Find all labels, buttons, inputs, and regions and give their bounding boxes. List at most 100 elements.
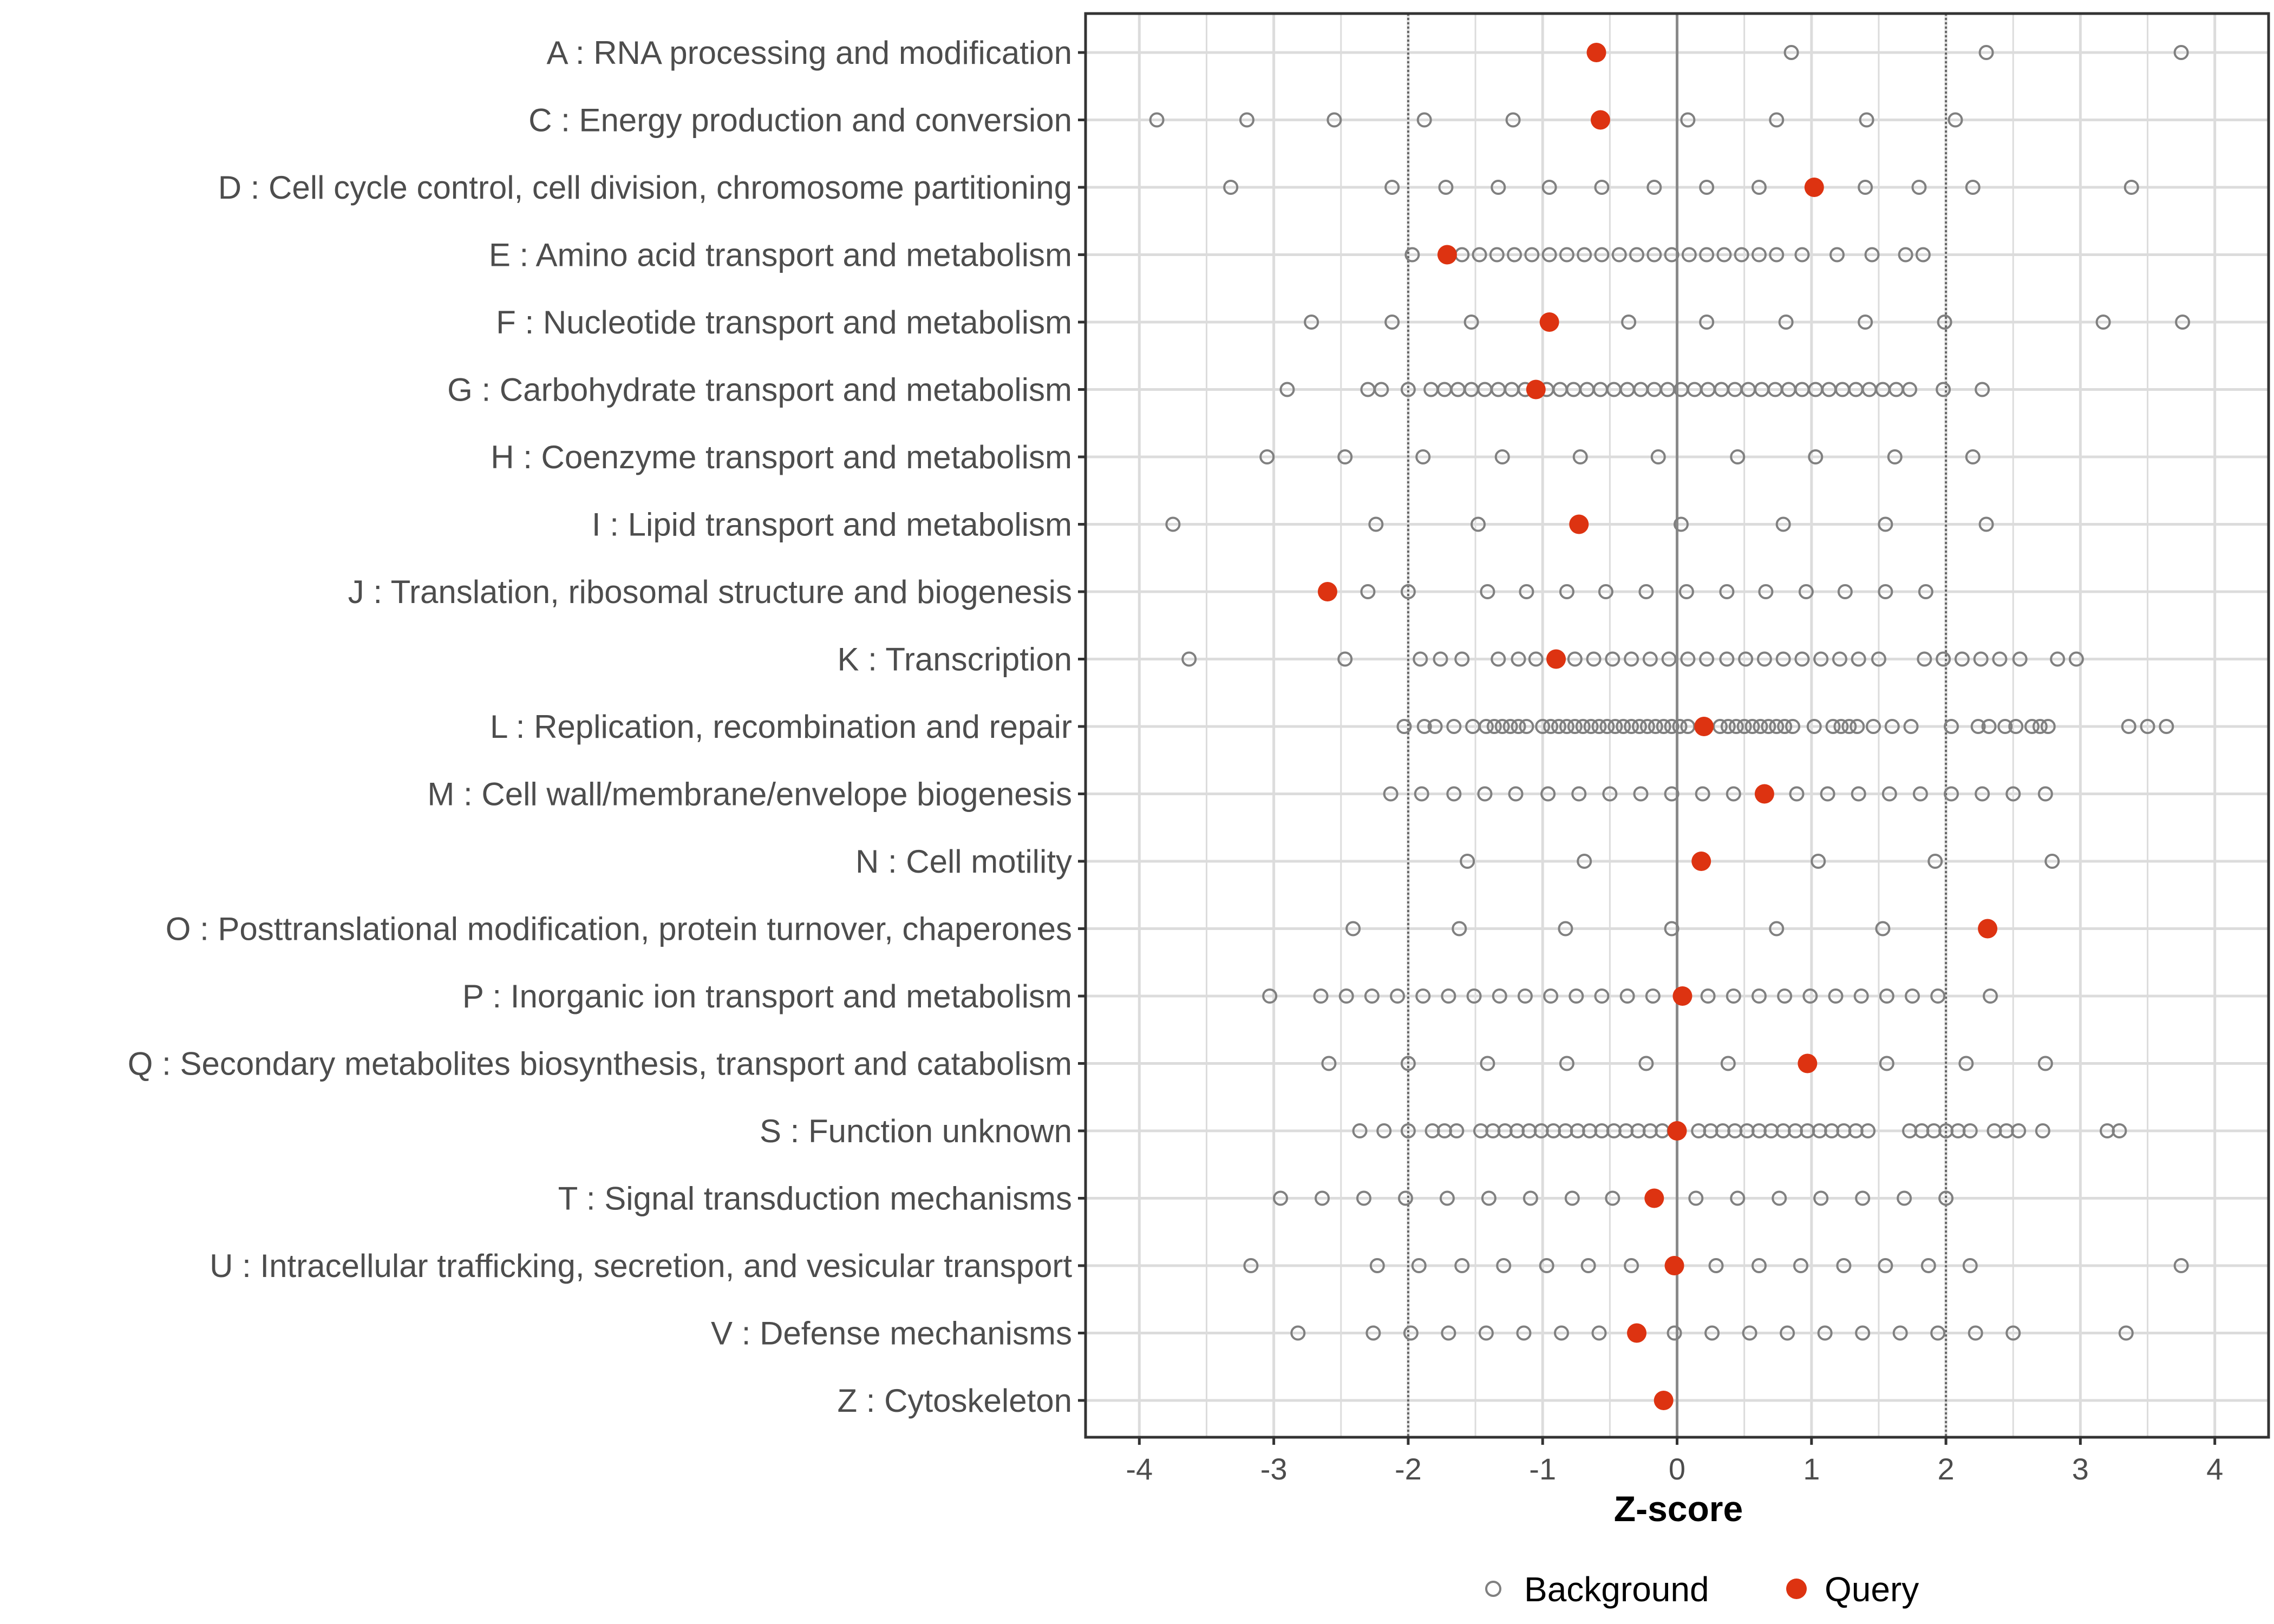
- background-point: [1789, 786, 1805, 802]
- background-point: [2173, 1258, 2189, 1273]
- background-point: [1511, 719, 1526, 734]
- background-point: [1337, 449, 1353, 464]
- background-point: [1594, 247, 1610, 263]
- x-tick-label: -3: [1260, 1452, 1288, 1486]
- background-point: [1751, 180, 1767, 195]
- background-point: [1664, 247, 1680, 263]
- background-point: [1936, 382, 1951, 397]
- background-point: [1769, 247, 1785, 263]
- background-point: [1915, 247, 1931, 263]
- query-point: [1586, 43, 1606, 62]
- background-point: [1813, 1190, 1829, 1206]
- background-point: [1480, 584, 1495, 599]
- background-point: [1783, 45, 1799, 60]
- background-point: [1851, 786, 1866, 802]
- background-point: [1321, 1056, 1337, 1071]
- background-point: [1575, 719, 1591, 734]
- background-point: [1875, 921, 1891, 937]
- legend-background-label: Background: [1524, 1570, 1709, 1609]
- category-label: L : Replication, recombination and repai…: [490, 709, 1072, 745]
- background-point: [1149, 112, 1165, 128]
- background-point: [2011, 1123, 2027, 1138]
- background-point: [1541, 247, 1557, 263]
- background-point: [1517, 988, 1533, 1004]
- background-point: [1415, 988, 1431, 1004]
- background-point: [1489, 247, 1505, 263]
- background-point: [1619, 988, 1635, 1004]
- background-point: [1858, 315, 1873, 330]
- background-point: [1390, 988, 1406, 1004]
- background-point: [2121, 719, 2136, 734]
- background-point: [1864, 247, 1880, 263]
- background-point: [1912, 786, 1928, 802]
- background-point: [1756, 651, 1772, 667]
- background-point: [1730, 1190, 1746, 1206]
- background-point: [1905, 988, 1920, 1004]
- background-point: [1313, 988, 1329, 1004]
- background-point: [1878, 516, 1893, 532]
- background-point: [1400, 1123, 1416, 1138]
- background-point: [1494, 719, 1510, 734]
- background-point: [1181, 651, 1197, 667]
- background-point: [1855, 1190, 1871, 1206]
- x-tick-label: 0: [1669, 1452, 1685, 1486]
- background-point: [1866, 719, 1881, 734]
- background-point: [1577, 854, 1592, 869]
- background-point: [1778, 315, 1794, 330]
- category-label: O : Posttranslational modification, prot…: [166, 911, 1072, 947]
- background-point: [1415, 449, 1431, 464]
- background-point: [1751, 988, 1767, 1004]
- background-point: [1858, 180, 1873, 195]
- category-label: I : Lipid transport and metabolism: [592, 507, 1072, 543]
- background-point: [1878, 584, 1893, 599]
- background-point: [1638, 584, 1654, 599]
- background-point: [2037, 1056, 2053, 1071]
- query-point: [1627, 1323, 1647, 1343]
- background-point: [1661, 651, 1677, 667]
- background-point: [1384, 315, 1400, 330]
- background-point: [1728, 719, 1744, 734]
- background-point: [1680, 651, 1696, 667]
- background-point: [2095, 315, 2111, 330]
- background-point: [1279, 382, 1295, 397]
- background-point: [1973, 651, 1989, 667]
- plot-panel: [1084, 12, 2270, 1439]
- background-point: [1879, 1056, 1894, 1071]
- query-point: [1978, 919, 1998, 939]
- legend-query-marker: [1786, 1579, 1807, 1599]
- background-point: [1829, 247, 1845, 263]
- background-point: [1965, 449, 1981, 464]
- background-point: [1841, 719, 1857, 734]
- background-point: [1416, 719, 1432, 734]
- background-point: [1605, 1190, 1620, 1206]
- background-point: [1608, 719, 1623, 734]
- background-point: [1624, 651, 1639, 667]
- background-point: [1439, 1190, 1455, 1206]
- background-point: [1726, 786, 1741, 802]
- category-label: C : Energy production and conversion: [528, 102, 1072, 139]
- background-point: [1633, 786, 1649, 802]
- category-label: U : Intracellular trafficking, secretion…: [210, 1248, 1072, 1284]
- background-point: [1667, 1325, 1682, 1341]
- background-point: [1165, 516, 1181, 532]
- background-point: [1983, 988, 1998, 1004]
- background-point: [1368, 516, 1384, 532]
- background-point: [1491, 180, 1506, 195]
- background-point: [2112, 1123, 2127, 1138]
- background-point: [1730, 449, 1746, 464]
- background-point: [1664, 719, 1680, 734]
- background-point: [2035, 1123, 2050, 1138]
- background-point: [1948, 112, 1963, 128]
- background-point: [1719, 651, 1735, 667]
- background-point: [1639, 719, 1655, 734]
- background-point: [1892, 1325, 1908, 1341]
- background-point: [1446, 719, 1462, 734]
- background-point: [1454, 1258, 1470, 1273]
- background-point: [1695, 786, 1710, 802]
- background-point: [1356, 1190, 1371, 1206]
- category-label: A : RNA processing and modification: [546, 35, 1072, 71]
- background-point: [1539, 1258, 1554, 1273]
- background-point: [1828, 988, 1844, 1004]
- background-point: [1352, 1123, 1368, 1138]
- category-label: H : Coenzyme transport and metabolism: [491, 439, 1072, 475]
